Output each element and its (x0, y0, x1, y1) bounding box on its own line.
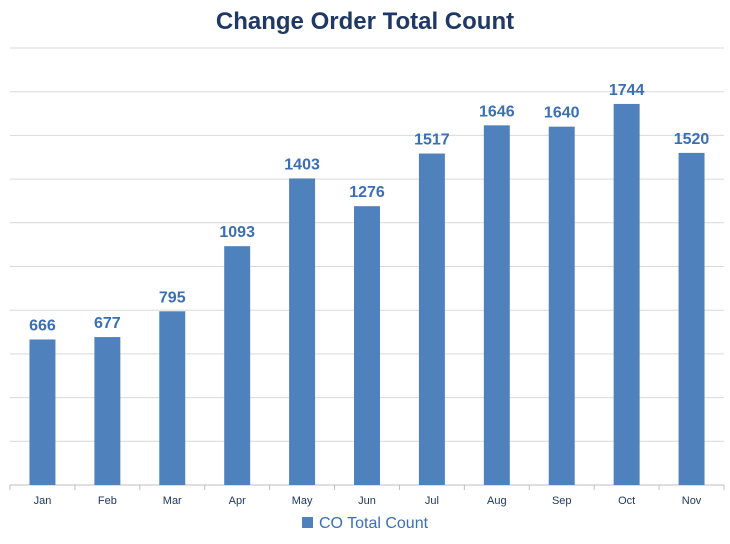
legend: CO Total Count (0, 515, 730, 533)
data-label-jul: 1517 (414, 132, 450, 149)
x-tick-label-sep: Sep (552, 495, 572, 507)
data-label-jan: 666 (29, 317, 56, 334)
legend-swatch (301, 517, 313, 528)
data-label-feb: 677 (94, 315, 121, 332)
bar-jun (354, 206, 380, 485)
x-tick-label-may: May (292, 495, 313, 507)
bar-feb (94, 337, 121, 485)
data-label-may: 1403 (284, 156, 320, 173)
data-label-apr: 1093 (219, 224, 255, 241)
x-tick-label-jul: Jul (425, 495, 439, 507)
bar-mar (159, 311, 186, 485)
x-tick-label-oct: Oct (618, 495, 635, 507)
data-label-jun: 1276 (349, 184, 385, 201)
bar-oct (613, 103, 640, 485)
bars (29, 103, 705, 485)
data-label-aug: 1646 (479, 103, 515, 120)
x-tick-label-feb: Feb (98, 495, 117, 507)
bar-may (289, 178, 316, 485)
x-tick-label-jan: Jan (34, 495, 52, 507)
data-label-sep: 1640 (544, 105, 580, 122)
x-axis-ticks: Jan Feb Mar Apr May Jun Jul Aug Sep Oct Nov (9, 485, 725, 507)
x-tick-label-aug: Aug (487, 495, 507, 507)
data-label-oct: 1744 (609, 82, 645, 99)
data-labels: 666 677 795 1093 1403 1276 1517 1646 1640 1744 152… (29, 82, 709, 335)
bar-jul (418, 153, 445, 485)
bar-aug (483, 125, 510, 485)
bar-apr (224, 246, 251, 485)
x-tick-label-apr: Apr (229, 495, 246, 507)
data-label-mar: 795 (159, 289, 186, 306)
legend-label: CO Total Count (318, 515, 429, 532)
bar-jan (29, 339, 56, 485)
chart-title: Change Order Total Count (215, 8, 515, 35)
x-tick-label-jun: Jun (358, 495, 376, 507)
x-tick-label-mar: Mar (163, 495, 182, 507)
bar-sep (548, 126, 575, 485)
data-label-nov: 1520 (674, 131, 710, 148)
bar-nov (678, 152, 705, 485)
x-tick-label-nov: Nov (682, 495, 702, 507)
